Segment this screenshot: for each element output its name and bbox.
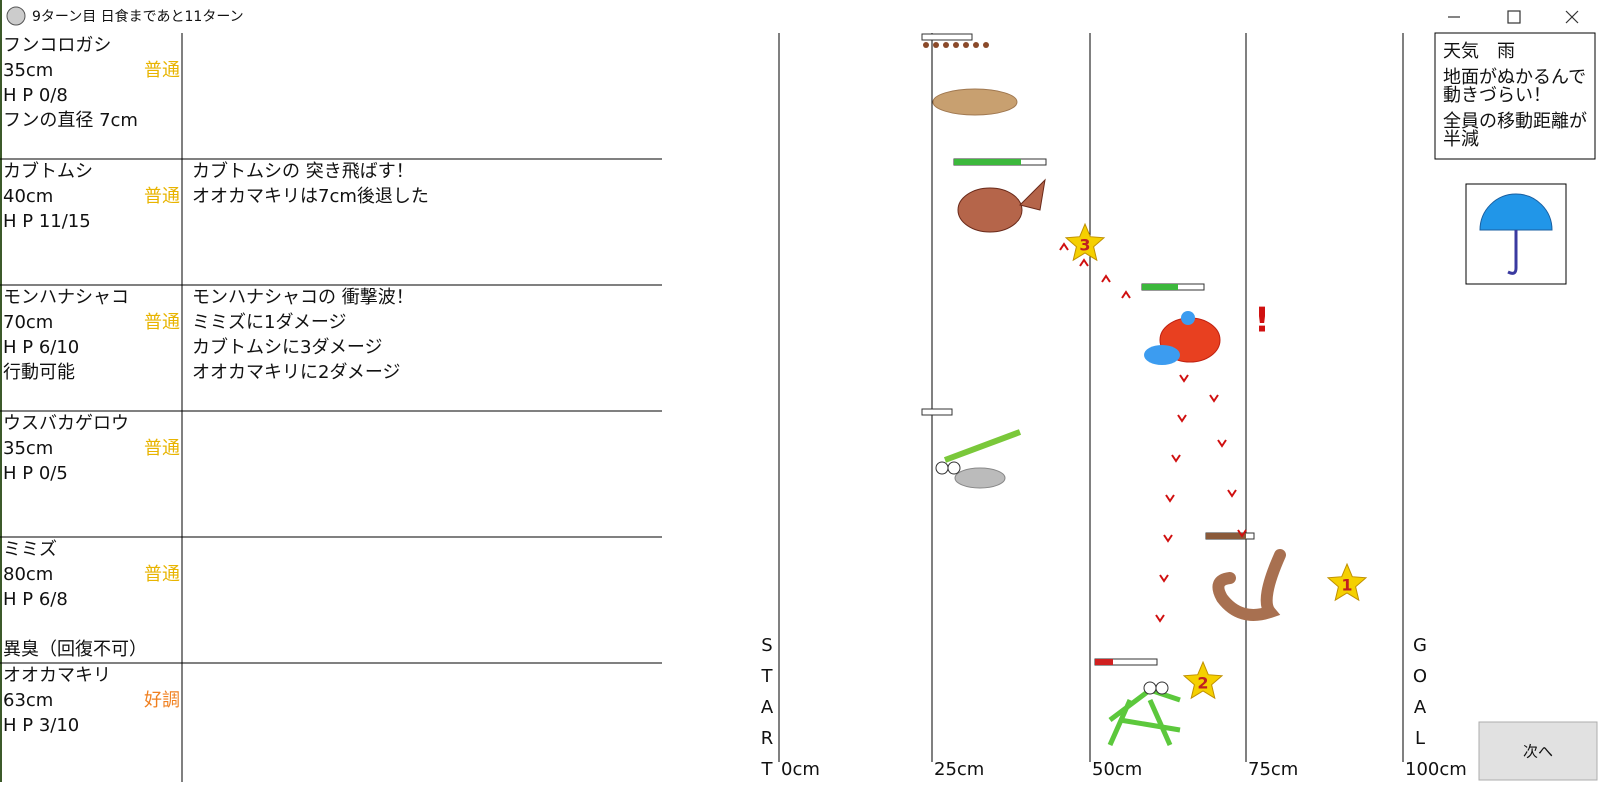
goal-letter: L [1415,728,1425,749]
unit-distance: 63cm [3,690,53,711]
unit-hp: H P 0/5 [3,463,68,484]
goal-letter: A [1414,697,1427,718]
goal-letter: G [1413,635,1427,656]
next-button[interactable] [1478,721,1598,781]
window-edge [0,0,2,782]
attack-trail [1059,242,1247,623]
goal-letter: O [1413,666,1427,687]
scale-label: 0cm [781,759,820,780]
scale-label: 100cm [1405,759,1467,780]
rank-number: 3 [1079,236,1090,255]
start-letter: S [761,635,772,656]
track-lines [778,33,1404,762]
unit-hp: H P 3/10 [3,715,79,736]
unit-name: ウスバカゲロウ [3,413,129,434]
scale-label: 75cm [1248,759,1298,780]
unit-name: ミミズ [3,539,57,560]
rank-number: 1 [1341,576,1352,595]
unit-hp: H P 0/8 [3,85,68,106]
unit-hp: H P 6/10 [3,337,79,358]
window-controls[interactable] [1448,10,1579,24]
umbrella-icon [1465,183,1567,285]
unit-hp: H P 6/8 [3,589,68,610]
weather-text: 全員の移動距離が [1443,111,1587,132]
next-button-label[interactable]: 次へ [1523,743,1553,761]
scale-label: 50cm [1092,759,1142,780]
battle-log: カブトムシの 突き飛ばす！ [192,160,414,182]
rank-star [1326,562,1368,602]
unit-name: カブトムシ [3,160,93,182]
unit-condition: 普通 [144,564,180,585]
unit-condition: 好調 [144,690,180,711]
unit-distance: 70cm [3,312,53,333]
unit-hp: H P 11/15 [3,211,91,232]
scale-label: 25cm [934,759,984,780]
rank-star [1064,222,1106,262]
window-title: 9ターン目 日食まであと11ターン [32,8,244,25]
unit-distance: 35cm [3,438,53,459]
unit-name: モンハナシャコ [3,287,129,308]
battle-log: オオカマキリに2ダメージ [192,362,401,383]
alert-mark: ! [1254,301,1270,341]
weather-text: 天気 雨 [1443,41,1515,62]
unit-name: オオカマキリ [3,665,111,686]
unit-distance: 40cm [3,186,53,207]
battle-log: モンハナシャコの 衝撃波！ [192,287,414,308]
unit-note: 異臭（回復不可） [3,639,147,660]
rank-star [1182,660,1224,700]
app-icon [6,6,26,26]
unit-distance: 35cm [3,60,53,81]
unit-note: 行動可能 [3,362,75,383]
unit-condition: 普通 [144,60,180,81]
start-letter: R [761,728,774,749]
start-letter: T [761,666,774,687]
creatures [921,33,1286,747]
battle-log: ミミズに1ダメージ [192,312,347,333]
start-letter: A [761,697,774,718]
weather-text: 半減 [1443,129,1479,150]
start-letter: T [761,759,774,780]
weather-text: 動きづらい！ [1443,85,1551,106]
unit-note: フンの直径 7cm [3,110,138,131]
unit-condition: 普通 [144,438,180,459]
unit-condition: 普通 [144,312,180,333]
battle-log: カブトムシに3ダメージ [192,336,383,358]
rank-number: 2 [1197,674,1208,693]
weather-box [1434,32,1596,160]
weather-text: 地面がぬかるんで [1443,67,1586,88]
battle-log: オオカマキリは7cm後退した [192,186,429,207]
unit-distance: 80cm [3,564,53,585]
unit-name: フンコロガシ [3,35,111,56]
unit-condition: 普通 [144,186,180,207]
